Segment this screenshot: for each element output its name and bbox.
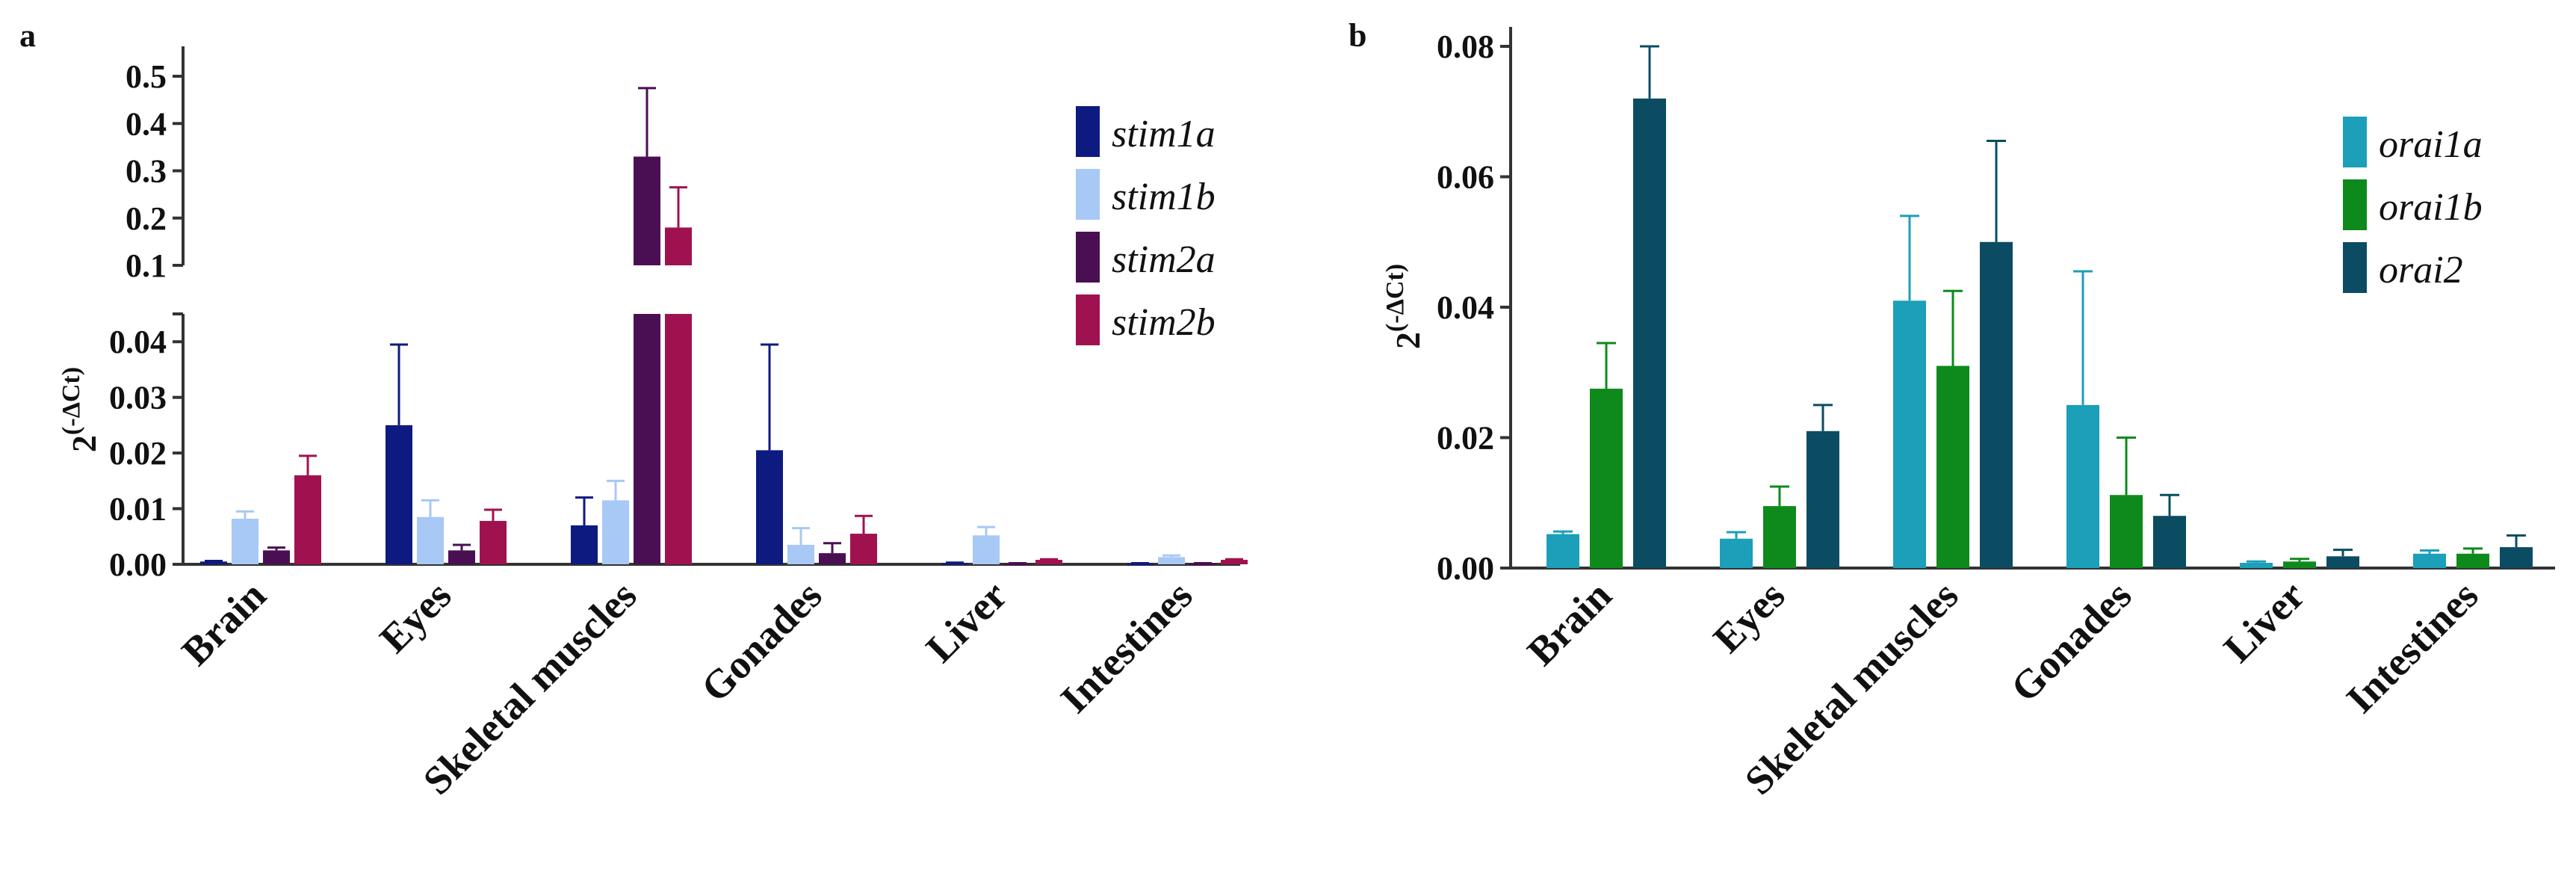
panel-a-bar-stim2b-gonades <box>850 534 877 564</box>
panel-a-bar-stim2b-skeletal-muscles-lower <box>665 314 692 564</box>
panel-b-ytick-label: 0.04 <box>1437 289 1494 326</box>
panel-b-bar-orai2-eyes <box>1806 431 1839 568</box>
panel-b-bar-orai1b-gonades <box>2110 495 2143 568</box>
panel-b-bar-orai1b-brain <box>1590 389 1623 568</box>
panel-a-bar-stim1a-skeletal-muscles <box>571 525 598 564</box>
panel-a-bar-stim2b-intestines <box>1221 560 1248 564</box>
panel-b-ytick-label: 0.02 <box>1437 420 1494 457</box>
panel-b-legend-swatch-orai2 <box>2343 242 2367 293</box>
panel-a-xtick-eyes: Eyes <box>371 573 460 661</box>
panel-b-bar-orai2-skeletal-muscles <box>1980 241 2013 568</box>
panel-a-bar-stim2b-brain <box>294 475 321 564</box>
panel-b-legend-swatch-orai1b <box>2343 179 2367 230</box>
panel-a-bar-stim2a-liver <box>1004 564 1031 566</box>
panel-a-xtick-brain: Brain <box>173 573 275 674</box>
panel-a-bar-stim2a-skeletal-muscles-upper <box>634 156 660 265</box>
panel-a-bar-stim2a-eyes <box>448 550 475 564</box>
panel-a-bar-stim2a-gonades <box>819 553 846 564</box>
panel-a-bar-stim1a-gonades <box>756 450 783 564</box>
panel-b-bar-orai2-gonades <box>2153 516 2186 568</box>
panel-b-ytick-label: 0.00 <box>1437 550 1494 587</box>
panel-a-bar-stim1b-gonades <box>787 544 814 564</box>
panel-a-legend-label-stim2a: stim2a <box>1112 238 1216 281</box>
panel-a-bar-stim2a-skeletal-muscles-lower <box>634 314 660 564</box>
panel-a-xtick-liver: Liver <box>917 573 1015 670</box>
panel-b-xtick-eyes: Eyes <box>1705 573 1794 661</box>
panel-b-legend-label-orai1a: orai1a <box>2379 123 2483 166</box>
panel-a-bar-stim1b-brain <box>232 518 258 564</box>
panel-a-ytick-label: 0.03 <box>109 380 167 416</box>
panel-b-ytick-label: 0.06 <box>1437 159 1494 196</box>
panel-a-xtick-intestines: Intestines <box>1052 573 1201 721</box>
panel-b-xtick-brain: Brain <box>1519 573 1620 674</box>
panel-a-bar-stim1a-intestines <box>1127 564 1154 566</box>
panel-a-chart: 0.00 0.01 0.02 0.03 0.04 0.1 0.2 0.3 0.4 0.5 2(-ΔC… <box>58 46 1248 803</box>
panel-a-bar-stim1a-liver <box>941 563 968 565</box>
panel-b-bar-orai1a-eyes <box>1720 538 1753 568</box>
panel-b-bar-orai1a-skeletal-muscles <box>1893 300 1926 568</box>
panel-b-bar-orai2-intestines <box>2500 547 2533 568</box>
panel-b-legend-label-orai1b: orai1b <box>2379 186 2483 229</box>
panel-a-bar-stim2b-eyes <box>480 520 507 564</box>
panel-b-bar-orai2-brain <box>1633 98 1666 569</box>
panel-b-xtick-intestines: Intestines <box>2338 573 2486 721</box>
panel-a-ytick-label: 0.4 <box>126 105 167 142</box>
panel-a-legend-swatch-stim1a <box>1076 106 1100 157</box>
panel-a-xtick-gonades: Gonades <box>693 573 831 711</box>
panel-a-ytick-label: 0.2 <box>126 200 167 237</box>
panel-a-bar-stim1b-skeletal-muscles <box>602 500 629 564</box>
panel-a-bar-stim1b-eyes <box>417 516 444 564</box>
panel-a-label: a <box>19 17 36 54</box>
panel-b-y-axis-title-base: 2 <box>1389 332 1427 349</box>
panel-a-legend-label-stim1a: stim1a <box>1112 113 1216 155</box>
panel-b-bar-orai1b-intestines <box>2456 553 2489 568</box>
panel-a-bar-stim2b-skeletal-muscles-upper <box>665 227 692 265</box>
panel-b-label: b <box>1349 17 1366 54</box>
panel-a-bar-stim1b-liver <box>973 535 1000 564</box>
panel-b-y-axis-title: 2(-ΔCt) <box>1381 264 1427 349</box>
panel-a-bar-stim2a-intestines <box>1189 564 1216 566</box>
panel-a-legend-swatch-stim2a <box>1076 232 1100 283</box>
panel-a-bar-stim2a-brain <box>263 550 290 564</box>
panel-b-bar-orai2-liver <box>2326 556 2359 568</box>
panel-b-ytick-label: 0.08 <box>1437 28 1494 65</box>
panel-a-ytick-label: 0.02 <box>109 435 167 472</box>
panel-a-legend-swatch-stim2b <box>1076 294 1100 345</box>
panel-b-bar-orai1a-gonades <box>2066 404 2099 568</box>
panel-a-bar-stim1a-brain <box>200 561 227 564</box>
panel-b-y-axis-title-exponent: (-ΔCt) <box>1381 264 1409 332</box>
panel-a-bar-stim1b-intestines <box>1158 557 1185 564</box>
panel-a-ytick-label: 0.01 <box>109 491 167 528</box>
panel-a-y-axis-title-exponent: (-ΔCt) <box>58 367 85 435</box>
panel-b-xtick-liver: Liver <box>2215 573 2313 670</box>
panel-b-bar-orai1a-intestines <box>2413 553 2446 568</box>
panel-b-bar-orai1a-brain <box>1546 534 1579 568</box>
panel-a-ytick-label: 0.1 <box>126 247 167 284</box>
panel-a-ytick-label: 0.04 <box>109 324 167 360</box>
panel-a-ytick-label: 0.5 <box>126 58 167 95</box>
panel-a-y-axis-title-base: 2 <box>65 435 103 452</box>
panel-a-legend-label-stim1b: stim1b <box>1112 176 1216 218</box>
panel-b-legend-label-orai2: orai2 <box>2379 249 2463 291</box>
panel-a-y-axis-title: 2(-ΔCt) <box>58 367 103 452</box>
panel-b-legend-swatch-orai1a <box>2343 117 2367 167</box>
panel-b-bar-orai1b-eyes <box>1763 506 1796 568</box>
panel-b-bar-orai1a-liver <box>2240 563 2273 568</box>
panel-b-bar-orai1b-skeletal-muscles <box>1936 365 1969 568</box>
panel-a-ytick-label: 0.3 <box>126 153 167 190</box>
panel-b-bar-orai1b-liver <box>2283 561 2316 568</box>
panel-b-xtick-gonades: Gonades <box>2002 573 2140 711</box>
panel-a-legend-swatch-stim1b <box>1076 169 1100 220</box>
panel-a-bar-stim2b-liver <box>1035 560 1062 564</box>
panel-a-ytick-label: 0.00 <box>109 546 167 583</box>
panel-b-chart: 0.00 0.02 0.04 0.06 0.08 2(-ΔCt) orai1a orai1b o… <box>1381 27 2555 803</box>
panel-a-bar-stim1a-eyes <box>386 425 412 564</box>
panel-a-legend-label-stim2b: stim2b <box>1112 301 1216 344</box>
